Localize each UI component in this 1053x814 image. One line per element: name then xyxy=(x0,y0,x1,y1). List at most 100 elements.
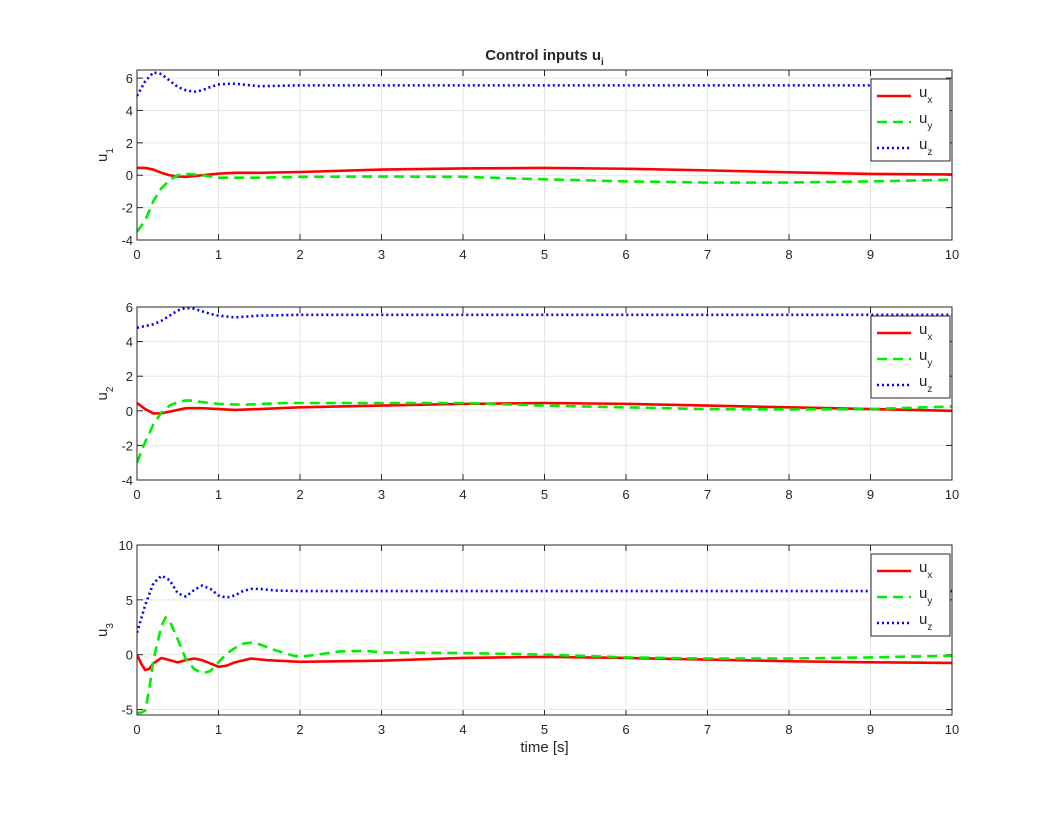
x-tick-label: 8 xyxy=(785,487,792,502)
x-tick-label: 4 xyxy=(459,247,466,262)
series-line-uy xyxy=(137,399,952,464)
legend-label-main: u xyxy=(919,373,927,390)
x-tick-label: 7 xyxy=(704,247,711,262)
axes-box xyxy=(136,306,953,481)
x-tick-label: 3 xyxy=(378,487,385,502)
legend-label-sub: x xyxy=(927,95,932,106)
x-tick-label: 9 xyxy=(867,722,874,737)
legend-box xyxy=(870,315,951,399)
y-tick-label: 0 xyxy=(126,404,133,419)
series-line-uy xyxy=(137,172,952,233)
legend-label-sub: x xyxy=(927,332,932,343)
x-tick-label: 0 xyxy=(133,722,140,737)
x-tick-label: 5 xyxy=(541,722,548,737)
x-axis-label: time [s] xyxy=(520,739,568,756)
chart-title: Control inputs ui xyxy=(485,47,604,68)
legend-label-main: u xyxy=(919,84,927,101)
legend-box xyxy=(870,78,951,162)
legend-label-sub: y xyxy=(927,596,932,607)
legend-label-main: u xyxy=(919,585,927,602)
legend-label-main: u xyxy=(919,559,927,576)
y-tick-label: 2 xyxy=(126,136,133,151)
legend-label-sub: y xyxy=(927,358,932,369)
x-tick-label: 1 xyxy=(215,247,222,262)
x-tick-label: 2 xyxy=(296,247,303,262)
legend-label-uz: uz xyxy=(919,611,932,633)
x-tick-label: 2 xyxy=(296,487,303,502)
y-axis-label: u2 xyxy=(94,386,116,400)
legend-label-ux: ux xyxy=(919,84,932,106)
x-tick-label: 9 xyxy=(867,487,874,502)
y-tick-label: -5 xyxy=(121,703,133,718)
x-tick-label: 1 xyxy=(215,722,222,737)
y-axis-label-main: u xyxy=(94,392,111,400)
chart-title-sub: i xyxy=(601,57,604,68)
legend-label-main: u xyxy=(919,347,927,364)
series-line-uz xyxy=(137,71,952,97)
y-axis-label: u3 xyxy=(94,623,116,637)
series-line-uz xyxy=(137,307,952,330)
y-tick-label: 0 xyxy=(126,168,133,183)
x-tick-label: 8 xyxy=(785,247,792,262)
series-line-uy xyxy=(137,616,952,715)
x-tick-label: 7 xyxy=(704,487,711,502)
legend-label-sub: y xyxy=(927,121,932,132)
x-tick-label: 8 xyxy=(785,722,792,737)
x-tick-label: 4 xyxy=(459,722,466,737)
legend-label-main: u xyxy=(919,110,927,127)
y-axis-label-main: u xyxy=(94,154,111,162)
legend-label-uz: uz xyxy=(919,373,932,395)
y-axis-label-sub: 3 xyxy=(105,623,116,629)
legend-label-main: u xyxy=(919,321,927,338)
y-tick-label: -4 xyxy=(121,233,133,248)
y-axis-label-sub: 2 xyxy=(105,386,116,392)
y-axis-label-sub: 1 xyxy=(105,148,116,154)
x-tick-label: 6 xyxy=(622,247,629,262)
legend-label-sub: z xyxy=(927,622,932,633)
y-tick-label: -4 xyxy=(121,473,133,488)
y-tick-label: 4 xyxy=(126,103,133,118)
x-tick-label: 9 xyxy=(867,247,874,262)
x-tick-label: 1 xyxy=(215,487,222,502)
x-tick-label: 10 xyxy=(945,722,959,737)
y-tick-label: 6 xyxy=(126,71,133,86)
legend-label-uy: uy xyxy=(919,585,932,607)
y-axis-label: u1 xyxy=(94,148,116,162)
y-tick-label: 0 xyxy=(126,648,133,663)
legend-label-main: u xyxy=(919,611,927,628)
legend-label-uz: uz xyxy=(919,136,932,158)
x-tick-label: 3 xyxy=(378,722,385,737)
x-tick-label: 5 xyxy=(541,487,548,502)
legend-label-ux: ux xyxy=(919,559,932,581)
legend-box xyxy=(870,553,951,637)
series-line-ux xyxy=(137,166,952,179)
x-tick-label: 4 xyxy=(459,487,466,502)
legend-label-main: u xyxy=(919,136,927,153)
x-tick-label: 6 xyxy=(622,722,629,737)
x-tick-label: 10 xyxy=(945,247,959,262)
legend-label-uy: uy xyxy=(919,347,932,369)
axes-box xyxy=(136,544,953,716)
y-tick-label: 2 xyxy=(126,369,133,384)
y-tick-label: 6 xyxy=(126,300,133,315)
y-tick-label: 5 xyxy=(126,593,133,608)
legend-label-ux: ux xyxy=(919,321,932,343)
x-tick-label: 0 xyxy=(133,487,140,502)
x-tick-label: 10 xyxy=(945,487,959,502)
legend-label-sub: z xyxy=(927,384,932,395)
chart-title-main: Control inputs u xyxy=(485,47,601,64)
y-tick-label: -2 xyxy=(121,201,133,216)
axes-box xyxy=(136,69,953,241)
x-tick-label: 7 xyxy=(704,722,711,737)
legend-label-sub: z xyxy=(927,147,932,158)
x-tick-label: 6 xyxy=(622,487,629,502)
series-line-ux xyxy=(137,401,952,415)
x-tick-label: 0 xyxy=(133,247,140,262)
y-tick-label: -2 xyxy=(121,438,133,453)
